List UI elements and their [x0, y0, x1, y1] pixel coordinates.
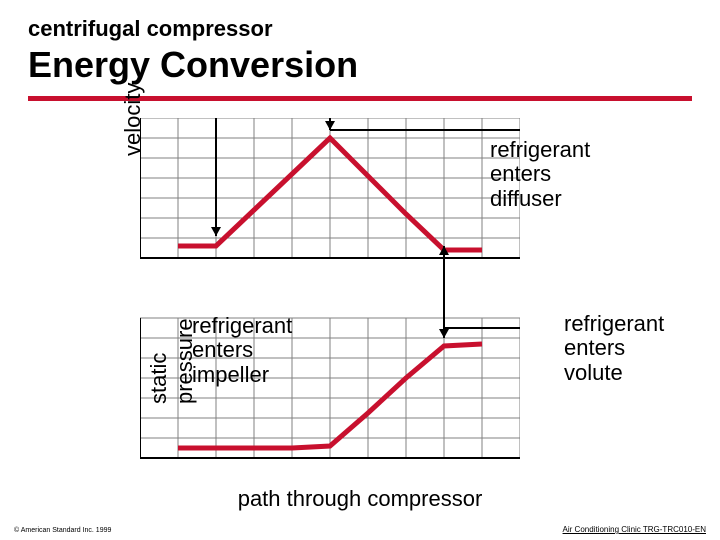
slide-subtitle: centrifugal compressor: [28, 16, 358, 42]
y-axis-label-pressure: static pressure: [120, 318, 198, 404]
y-axis-label-pressure-text: static pressure: [146, 318, 197, 404]
y-axis-label-velocity: velocity: [120, 83, 146, 156]
header: centrifugal compressor Energy Conversion: [28, 16, 358, 86]
x-axis-label: path through compressor: [0, 486, 720, 512]
annotation-volute: refrigerant enters volute: [564, 288, 664, 385]
slide-title: Energy Conversion: [28, 44, 358, 86]
annotation-impeller-text: refrigerant enters impeller: [192, 313, 292, 386]
page: centrifugal compressor Energy Conversion…: [0, 0, 720, 540]
footer-doc-id: Air Conditioning Clinic TRG-TRC010-EN: [563, 525, 706, 534]
y-axis-label-velocity-text: velocity: [120, 83, 145, 156]
annotation-diffuser: refrigerant enters diffuser: [490, 114, 590, 211]
annotation-diffuser-text: refrigerant enters diffuser: [490, 137, 590, 210]
annotation-volute-text: refrigerant enters volute: [564, 311, 664, 384]
footer-copyright: © American Standard Inc. 1999: [14, 527, 111, 534]
annotation-impeller: refrigerant enters impeller: [192, 290, 292, 387]
x-axis-label-text: path through compressor: [238, 486, 483, 511]
